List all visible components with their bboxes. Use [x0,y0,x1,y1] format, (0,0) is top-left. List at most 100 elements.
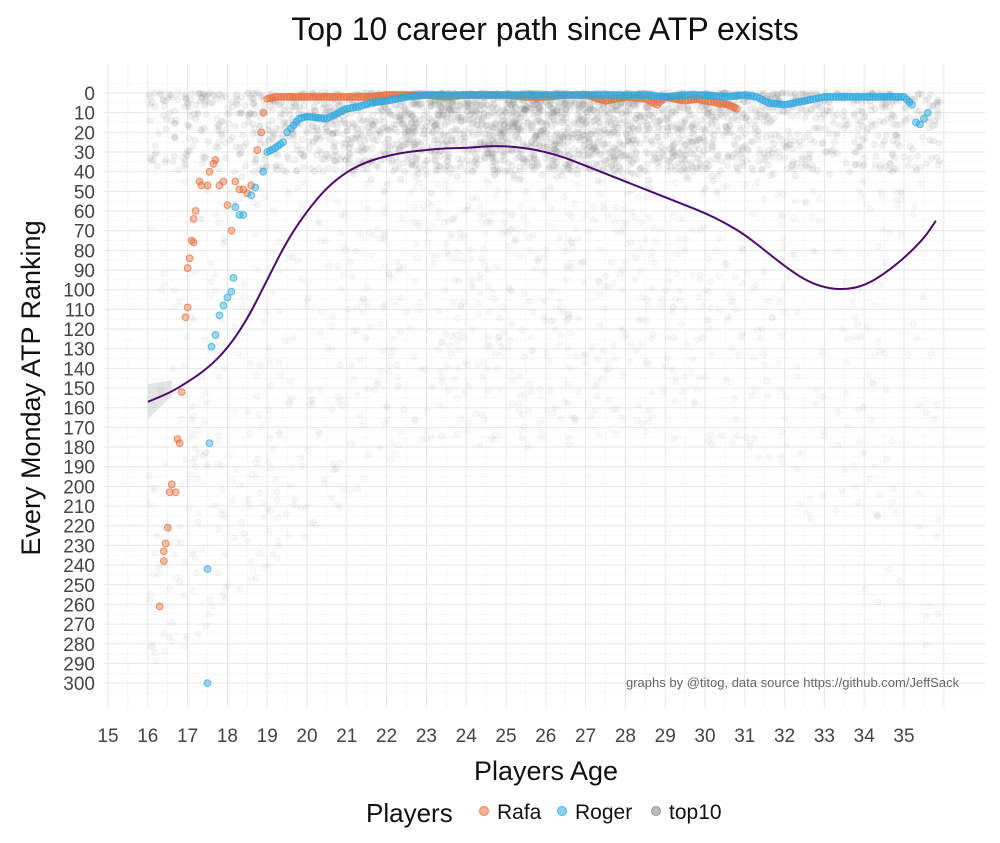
top10-point [542,133,550,141]
top10-point [840,107,848,115]
top10-point [615,162,623,170]
top10-point [547,204,555,213]
top10-point [237,94,246,102]
top10-point [181,91,190,99]
top10-point [832,507,840,515]
top10-point [593,161,601,169]
top10-point [756,146,764,154]
top10-point [670,304,678,312]
top10-point [642,136,650,144]
top10-point [802,199,810,207]
top10-point [491,172,499,180]
top10-point [456,100,464,108]
top10-point [194,108,202,117]
top10-point [551,161,559,169]
top10-point [341,119,349,127]
top10-point [761,156,769,164]
top10-point [270,206,278,214]
top10-point [501,207,509,215]
top10-point [251,459,260,467]
top10-point [719,132,727,140]
top10-point [604,164,613,172]
y-tick-label: 260 [63,595,95,616]
top10-point [322,128,330,136]
top10-point [574,388,583,397]
top10-point [892,131,900,139]
top10-point [479,358,487,366]
top10-point [741,141,749,150]
top10-point [672,104,680,112]
top10-point [410,100,418,108]
top10-point [420,203,428,211]
top10-point [183,152,191,160]
top10-point [244,112,252,120]
top10-point [773,92,781,100]
top10-point [155,130,163,138]
top10-point [671,140,679,148]
top10-point [401,128,409,136]
top10-point [838,487,846,495]
top10-point [760,117,768,125]
top10-point [541,252,549,261]
top10-point [607,162,616,170]
top10-point [184,102,192,110]
top10-point [250,110,258,118]
top10-point [244,408,252,416]
top10-point [161,158,169,166]
top10-point [397,114,405,122]
top10-point [665,119,673,127]
top10-point [427,383,435,391]
top10-point [768,153,776,161]
top10-point [348,361,356,369]
top10-point [211,271,220,279]
top10-point [509,120,517,128]
top10-point [423,435,431,443]
top10-point [233,101,242,109]
top10-point [380,301,388,309]
top10-point [380,209,388,217]
top10-point [714,151,722,159]
top10-point [281,124,289,132]
y-tick-label: 130 [63,340,95,361]
top10-point [815,103,823,111]
top10-point [745,117,753,125]
rafa-point [732,104,741,113]
top10-point [192,463,200,471]
top10-point [604,282,612,290]
top10-point [228,497,236,505]
top10-point [793,130,802,138]
top10-point [170,107,178,115]
top10-point [678,166,686,174]
top10-point [680,165,688,173]
top10-point [673,250,682,258]
top10-point [523,102,531,111]
top10-point [528,163,536,171]
top10-point [500,120,508,128]
top10-point [610,166,618,174]
top10-point [558,171,566,180]
top10-point [188,458,197,466]
top10-point [244,496,252,504]
top10-point [666,144,674,153]
top10-point [265,137,273,145]
top10-point [165,633,173,641]
top10-point [229,103,237,111]
top10-point [445,188,453,196]
top10-point [807,495,815,503]
top10-point [922,96,930,104]
top10-point [410,203,418,211]
top10-point [628,208,636,216]
top10-point [560,193,568,201]
top10-point [622,130,630,138]
top10-point [610,153,618,161]
top10-point [439,111,447,120]
top10-point [564,161,573,169]
top10-point [193,569,201,577]
top10-point [378,107,386,115]
top10-point [931,121,939,129]
top10-point [696,165,705,173]
top10-point [566,329,574,337]
top10-point [789,145,797,153]
top10-point [251,102,259,110]
top10-point [356,147,364,155]
